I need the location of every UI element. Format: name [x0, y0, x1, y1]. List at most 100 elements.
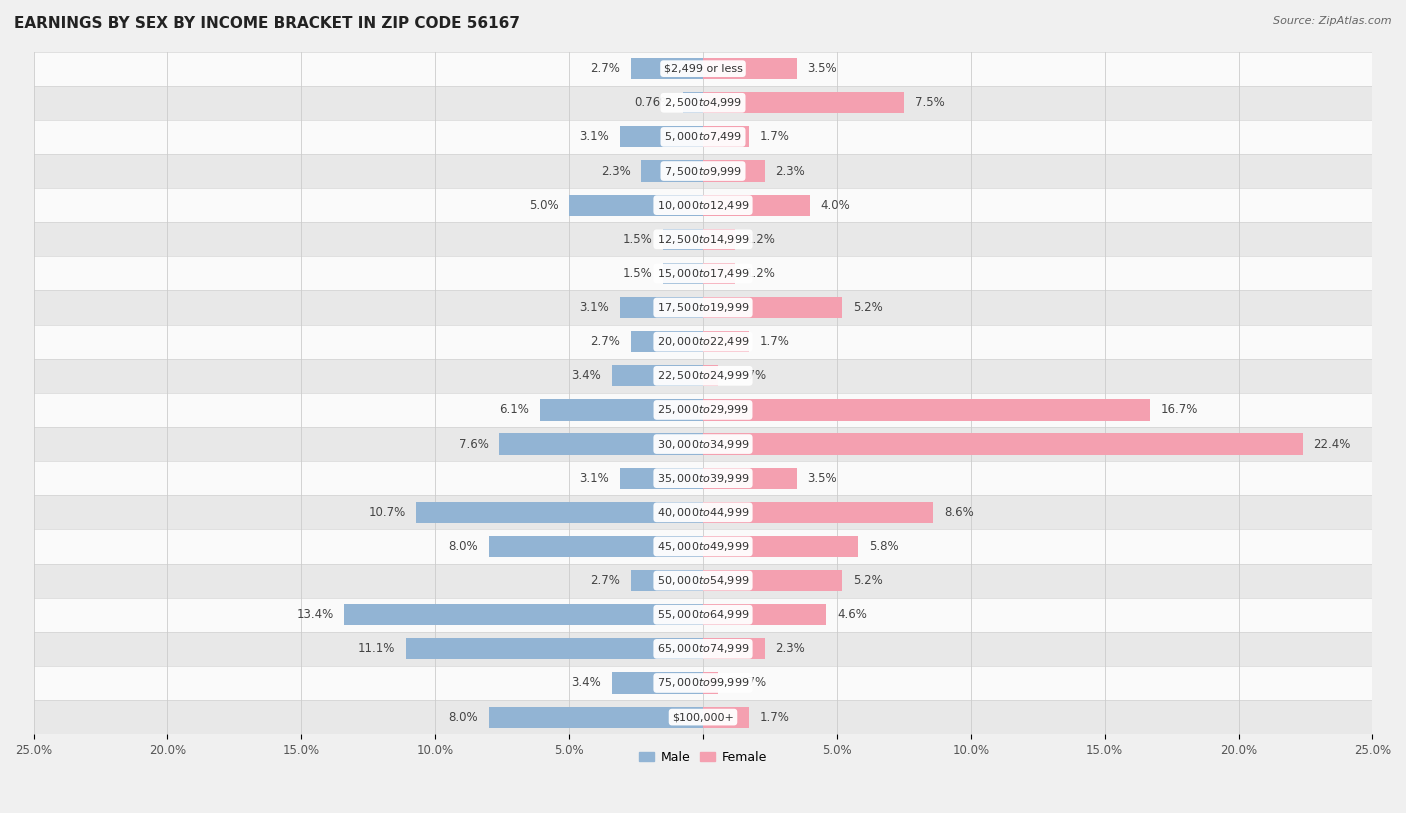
- Bar: [34, 461, 1372, 495]
- Bar: [34, 324, 1372, 359]
- Bar: [34, 154, 1372, 188]
- Bar: [34, 393, 1372, 427]
- Text: 1.7%: 1.7%: [759, 130, 789, 143]
- Text: 4.0%: 4.0%: [821, 198, 851, 211]
- Text: 2.7%: 2.7%: [591, 335, 620, 348]
- Bar: [662, 263, 703, 284]
- Bar: [34, 51, 1372, 85]
- Text: 3.4%: 3.4%: [571, 676, 602, 689]
- Bar: [34, 427, 1372, 461]
- Bar: [703, 126, 748, 147]
- Bar: [612, 365, 703, 386]
- Text: 10.7%: 10.7%: [368, 506, 406, 519]
- Bar: [569, 194, 703, 215]
- Bar: [34, 222, 1372, 256]
- Text: 1.5%: 1.5%: [623, 233, 652, 246]
- Text: Source: ZipAtlas.com: Source: ZipAtlas.com: [1274, 16, 1392, 26]
- Text: 1.7%: 1.7%: [759, 335, 789, 348]
- Text: 5.2%: 5.2%: [853, 574, 883, 587]
- Text: 3.1%: 3.1%: [579, 472, 609, 485]
- Bar: [34, 290, 1372, 324]
- Text: $45,000 to $49,999: $45,000 to $49,999: [657, 540, 749, 553]
- Bar: [344, 604, 703, 625]
- Text: 22.4%: 22.4%: [1313, 437, 1351, 450]
- Text: 2.7%: 2.7%: [591, 574, 620, 587]
- Bar: [34, 359, 1372, 393]
- Bar: [703, 706, 748, 728]
- Bar: [703, 58, 797, 79]
- Text: $12,500 to $14,999: $12,500 to $14,999: [657, 233, 749, 246]
- Bar: [540, 399, 703, 420]
- Bar: [662, 228, 703, 250]
- Text: 2.3%: 2.3%: [600, 164, 631, 177]
- Text: $5,000 to $7,499: $5,000 to $7,499: [664, 130, 742, 143]
- Bar: [499, 433, 703, 454]
- Bar: [703, 365, 718, 386]
- Text: 3.1%: 3.1%: [579, 130, 609, 143]
- Text: $50,000 to $54,999: $50,000 to $54,999: [657, 574, 749, 587]
- Text: 4.6%: 4.6%: [837, 608, 866, 621]
- Bar: [34, 529, 1372, 563]
- Text: 8.0%: 8.0%: [449, 540, 478, 553]
- Bar: [703, 297, 842, 318]
- Bar: [489, 706, 703, 728]
- Bar: [703, 433, 1303, 454]
- Bar: [703, 263, 735, 284]
- Text: 2.3%: 2.3%: [775, 642, 806, 655]
- Bar: [703, 502, 934, 523]
- Text: 3.5%: 3.5%: [807, 472, 837, 485]
- Text: $22,500 to $24,999: $22,500 to $24,999: [657, 369, 749, 382]
- Text: $55,000 to $64,999: $55,000 to $64,999: [657, 608, 749, 621]
- Bar: [612, 672, 703, 693]
- Text: $15,000 to $17,499: $15,000 to $17,499: [657, 267, 749, 280]
- Bar: [34, 700, 1372, 734]
- Text: 0.76%: 0.76%: [634, 96, 672, 109]
- Text: 5.2%: 5.2%: [853, 301, 883, 314]
- Text: $2,499 or less: $2,499 or less: [664, 63, 742, 74]
- Text: 1.5%: 1.5%: [623, 267, 652, 280]
- Text: 1.2%: 1.2%: [745, 267, 776, 280]
- Bar: [703, 228, 735, 250]
- Text: 3.5%: 3.5%: [807, 62, 837, 75]
- Text: 5.8%: 5.8%: [869, 540, 898, 553]
- Bar: [34, 256, 1372, 290]
- Bar: [703, 467, 797, 489]
- Bar: [34, 188, 1372, 222]
- Text: 2.7%: 2.7%: [591, 62, 620, 75]
- Text: $40,000 to $44,999: $40,000 to $44,999: [657, 506, 749, 519]
- Bar: [631, 570, 703, 591]
- Bar: [703, 194, 810, 215]
- Text: 8.6%: 8.6%: [943, 506, 974, 519]
- Bar: [703, 536, 858, 557]
- Bar: [620, 126, 703, 147]
- Bar: [703, 570, 842, 591]
- Text: $7,500 to $9,999: $7,500 to $9,999: [664, 164, 742, 177]
- Bar: [34, 85, 1372, 120]
- Text: 0.57%: 0.57%: [728, 369, 766, 382]
- Text: 0.57%: 0.57%: [728, 676, 766, 689]
- Bar: [703, 331, 748, 352]
- Text: 7.6%: 7.6%: [458, 437, 489, 450]
- Text: 3.4%: 3.4%: [571, 369, 602, 382]
- Text: $25,000 to $29,999: $25,000 to $29,999: [657, 403, 749, 416]
- Bar: [703, 399, 1150, 420]
- Text: $17,500 to $19,999: $17,500 to $19,999: [657, 301, 749, 314]
- Text: 6.1%: 6.1%: [499, 403, 529, 416]
- Text: $10,000 to $12,499: $10,000 to $12,499: [657, 198, 749, 211]
- Bar: [703, 638, 765, 659]
- Text: 1.2%: 1.2%: [745, 233, 776, 246]
- Bar: [683, 92, 703, 113]
- Bar: [620, 467, 703, 489]
- Bar: [34, 120, 1372, 154]
- Text: $100,000+: $100,000+: [672, 712, 734, 722]
- Bar: [406, 638, 703, 659]
- Bar: [703, 672, 718, 693]
- Text: $75,000 to $99,999: $75,000 to $99,999: [657, 676, 749, 689]
- Legend: Male, Female: Male, Female: [634, 746, 772, 769]
- Bar: [416, 502, 703, 523]
- Bar: [34, 563, 1372, 598]
- Text: 7.5%: 7.5%: [914, 96, 945, 109]
- Text: 8.0%: 8.0%: [449, 711, 478, 724]
- Text: 1.7%: 1.7%: [759, 711, 789, 724]
- Bar: [703, 604, 827, 625]
